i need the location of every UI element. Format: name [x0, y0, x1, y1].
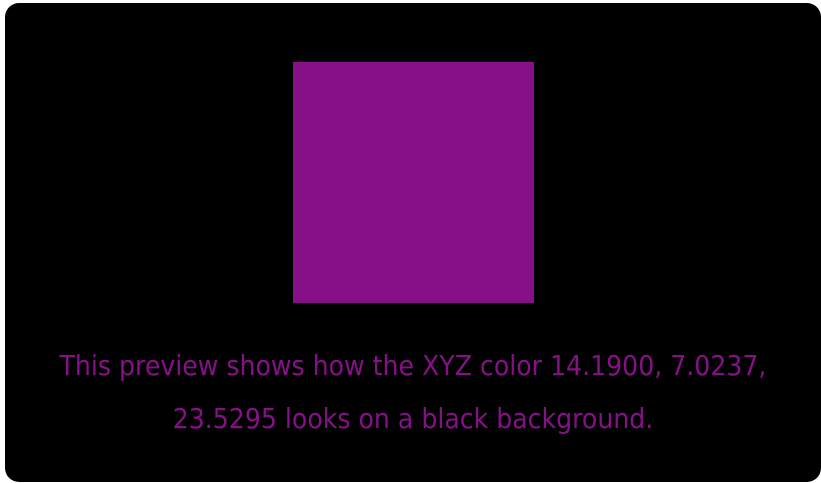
color-swatch: [293, 62, 534, 303]
color-preview-card: This preview shows how the XYZ color 14.…: [5, 3, 821, 482]
preview-caption: This preview shows how the XYZ color 14.…: [59, 349, 767, 435]
